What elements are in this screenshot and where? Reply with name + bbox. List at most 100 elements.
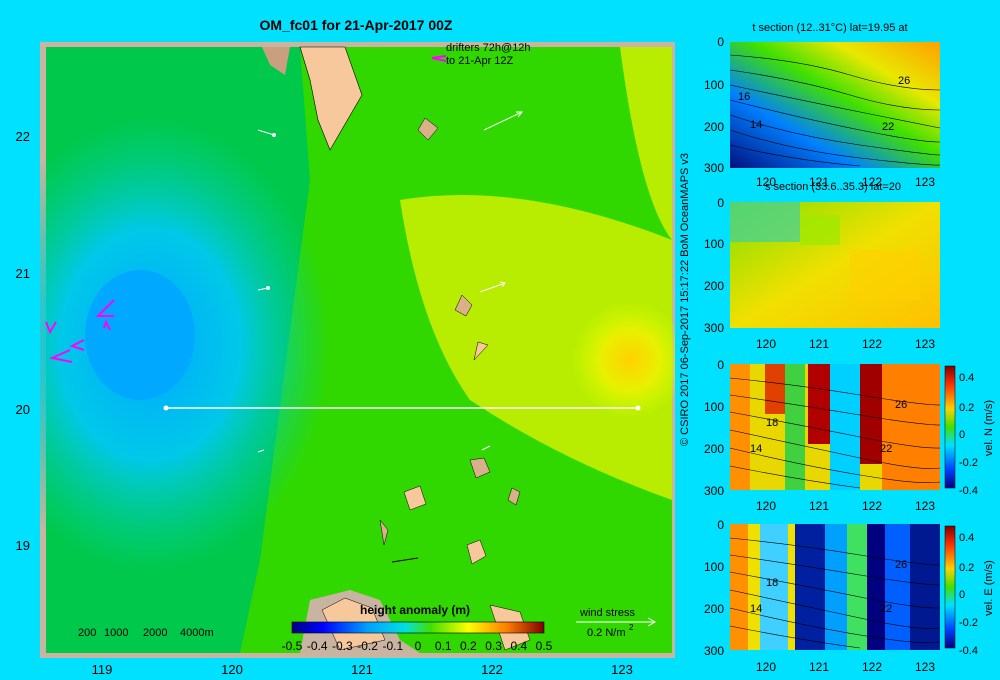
ve-band bbox=[885, 524, 910, 650]
vn-ytick: 100 bbox=[704, 400, 724, 414]
s-ytick: 200 bbox=[704, 279, 724, 293]
t-xtick: 123 bbox=[915, 175, 935, 189]
wind-legend-value: 0.2 N/m bbox=[587, 627, 626, 639]
s-ytick: 300 bbox=[704, 321, 724, 335]
s-ytick: 100 bbox=[704, 237, 724, 251]
land-north bbox=[299, 46, 363, 151]
island-line bbox=[391, 557, 419, 563]
map-xtick: 120 bbox=[221, 662, 243, 677]
depth-4000: 4000m bbox=[180, 627, 214, 639]
magenta-drifters bbox=[45, 55, 447, 363]
t-contours bbox=[729, 54, 941, 167]
s-xtick: 123 bbox=[915, 337, 935, 351]
land-shelf-nw bbox=[262, 47, 290, 75]
colorbar-tick: -0.2 bbox=[357, 639, 378, 653]
t-contour-label: 22 bbox=[882, 121, 894, 133]
map-panel: OM_fc01 for 21-Apr-2017 00Z 119 120 121 … bbox=[16, 17, 675, 677]
section-end bbox=[635, 405, 641, 411]
t-ytick: 200 bbox=[704, 120, 724, 134]
colorbar-ticks: -0.5 -0.4 -0.3 -0.2 -0.1 0 0.1 0.2 0.3 0.4 0.5 bbox=[282, 639, 553, 653]
depth-legend: 200 1000 2000 4000m bbox=[78, 627, 214, 639]
s-section-panel: s section (33.6..35.3) lat=20 0 100 200 … bbox=[704, 181, 940, 351]
s-ytick: 0 bbox=[717, 196, 724, 210]
colorbar-tick: 0.4 bbox=[510, 639, 527, 653]
s-patch-mid bbox=[800, 215, 840, 245]
vn-cb-ticks: 0.4 0.2 0 -0.2 -0.4 bbox=[959, 372, 978, 497]
wind-legend: wind stress 0.2 N/m 2 bbox=[579, 607, 636, 639]
vn-xtick: 122 bbox=[862, 499, 882, 513]
vn-cb-tick: 0.4 bbox=[959, 372, 974, 384]
ve-colorbar-label: vel. E (m/s) bbox=[983, 560, 995, 616]
t-x-ticks: 120 121 122 123 bbox=[756, 175, 935, 189]
vn-band bbox=[830, 364, 860, 490]
colorbar-tick: 0 bbox=[415, 639, 422, 653]
ve-cb-tick: 0.4 bbox=[959, 532, 974, 544]
vn-cb-tick: 0 bbox=[959, 429, 965, 441]
ve-band bbox=[910, 524, 940, 650]
ve-ytick: 200 bbox=[704, 602, 724, 616]
vn-xtick: 120 bbox=[756, 499, 776, 513]
ve-band bbox=[760, 524, 788, 650]
ve-colorbar bbox=[944, 525, 956, 649]
ve-y-ticks: 0 100 200 300 bbox=[704, 518, 724, 658]
t-section-title: t section (12..31°C) lat=19.95 at bbox=[752, 22, 907, 34]
t-contour-label: 14 bbox=[750, 119, 762, 131]
ve-cb-tick: 0.2 bbox=[959, 562, 974, 574]
s-xtick: 121 bbox=[809, 337, 829, 351]
t-contour-label: 26 bbox=[898, 75, 910, 87]
map-xtick: 119 bbox=[92, 662, 113, 677]
ve-xtick: 121 bbox=[809, 660, 829, 674]
t-section-plot bbox=[730, 42, 940, 168]
vn-colorbar bbox=[944, 365, 956, 489]
ve-cb-ticks: 0.4 0.2 0 -0.2 -0.4 bbox=[959, 532, 978, 657]
ve-contours bbox=[729, 537, 941, 649]
t-xtick: 122 bbox=[862, 175, 882, 189]
ve-band bbox=[867, 524, 885, 650]
vn-ytick: 300 bbox=[704, 484, 724, 498]
height-colorbar: height anomaly (m) -0.5 -0.4 -0.3 -0.2 -0.1 0… bbox=[282, 603, 553, 653]
map-ytick: 20 bbox=[16, 402, 30, 417]
vn-contours bbox=[729, 377, 941, 489]
colorbar-label: height anomaly (m) bbox=[360, 603, 470, 617]
drifter-2 bbox=[266, 286, 270, 290]
ve-contour-label: 14 bbox=[750, 603, 762, 615]
ve-ytick: 100 bbox=[704, 560, 724, 574]
drifter-note-2: to 21-Apr 12Z bbox=[446, 55, 514, 67]
colorbar-tick: 0.3 bbox=[485, 639, 502, 653]
vn-cb-tick: -0.4 bbox=[959, 485, 978, 497]
field-low-core bbox=[85, 270, 195, 400]
colorbar-bar bbox=[291, 621, 545, 634]
wind-legend-label: wind stress bbox=[579, 607, 636, 619]
vn-xtick: 121 bbox=[809, 499, 829, 513]
s-y-ticks: 0 100 200 300 bbox=[704, 196, 724, 335]
section-start bbox=[163, 405, 169, 411]
ve-xtick: 122 bbox=[862, 660, 882, 674]
ve-ytick: 0 bbox=[717, 518, 724, 532]
t-ytick: 0 bbox=[717, 35, 724, 49]
field-high-center bbox=[570, 300, 675, 420]
colorbar-tick: -0.1 bbox=[382, 639, 403, 653]
ve-band bbox=[847, 524, 867, 650]
vn-contour-label: 26 bbox=[895, 399, 907, 411]
vn-band bbox=[860, 364, 882, 464]
vel-n-panel: 18 14 26 22 0 100 200 300 120 121 122 12… bbox=[704, 358, 995, 513]
island-2 bbox=[454, 294, 473, 317]
t-contour-label: 16 bbox=[738, 91, 750, 103]
vn-y-ticks: 0 100 200 300 bbox=[704, 358, 724, 498]
credit-line: © CSIRO 2017 06-Sep-2017 15:17:22 BoM Oc… bbox=[679, 152, 691, 446]
vn-contour-label: 14 bbox=[750, 443, 762, 455]
vn-ytick: 0 bbox=[717, 358, 724, 372]
depth-2000: 2000 bbox=[143, 627, 167, 639]
ve-contour-label: 18 bbox=[766, 577, 778, 589]
map-xtick: 121 bbox=[351, 662, 373, 677]
ve-ytick: 300 bbox=[704, 644, 724, 658]
s-patch-fresh bbox=[730, 202, 800, 242]
ve-contour-label: 22 bbox=[880, 603, 892, 615]
s-xtick: 122 bbox=[862, 337, 882, 351]
map-xtick: 123 bbox=[611, 662, 633, 677]
colorbar-tick: -0.4 bbox=[307, 639, 328, 653]
wind-legend-sup: 2 bbox=[629, 623, 634, 632]
drifter-note-1: drifters 72h@12h bbox=[446, 42, 531, 54]
s-x-ticks: 120 121 122 123 bbox=[756, 337, 935, 351]
